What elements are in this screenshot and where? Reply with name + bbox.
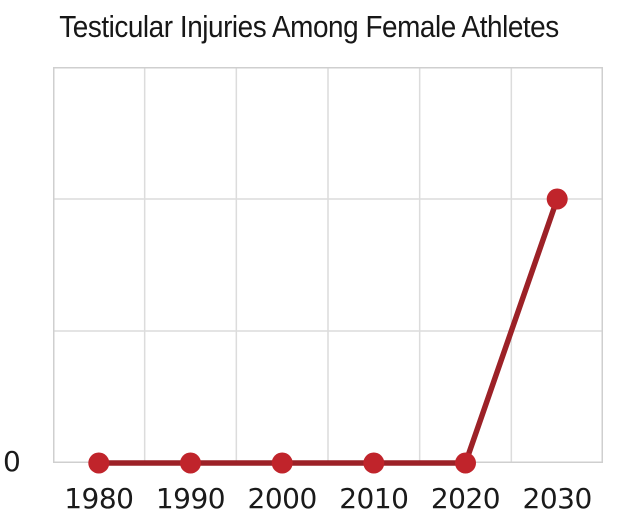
x-tick-label: 1980 <box>64 482 134 515</box>
chart-title: Testicular Injuries Among Female Athlete… <box>59 9 559 44</box>
x-tick-label: 2000 <box>247 482 318 515</box>
x-axis-tick-labels: 1980 1990 2000 2010 2020 2030 <box>53 482 603 516</box>
data-point-marker <box>363 452 385 474</box>
plot-area <box>53 67 603 474</box>
data-point-marker <box>546 188 568 210</box>
data-point-marker <box>271 452 293 474</box>
line-chart <box>53 67 603 474</box>
x-tick-label: 2010 <box>339 482 409 515</box>
data-point-marker <box>455 452 476 474</box>
x-tick-label: 1990 <box>155 482 226 515</box>
x-tick-label: 2030 <box>522 482 593 515</box>
x-tick-label: 2020 <box>430 482 501 515</box>
data-point-marker <box>180 452 201 474</box>
trend-line <box>98 198 560 466</box>
y-tick-label: 0 <box>3 445 21 478</box>
data-point-marker <box>88 452 110 474</box>
